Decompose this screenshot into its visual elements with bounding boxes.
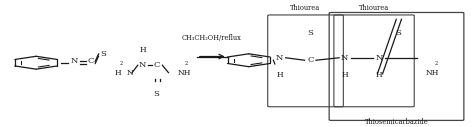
Text: S: S [154, 90, 160, 98]
Text: Thiourea: Thiourea [359, 4, 389, 12]
Text: N: N [276, 54, 283, 62]
Text: C: C [87, 58, 94, 66]
Text: N: N [375, 54, 383, 62]
Text: NH: NH [177, 69, 191, 77]
Text: CH₃CH₂OH/reflux: CH₃CH₂OH/reflux [182, 34, 242, 42]
Text: H: H [276, 71, 283, 79]
Text: Thiosemicarbazide: Thiosemicarbazide [365, 118, 428, 126]
Text: S: S [395, 29, 401, 37]
Text: H: H [139, 46, 146, 54]
Text: NH: NH [426, 69, 439, 77]
Text: H: H [375, 71, 382, 79]
Text: N: N [127, 69, 133, 77]
Text: H: H [115, 69, 121, 77]
Text: 2: 2 [435, 61, 438, 66]
Text: 2: 2 [185, 61, 188, 66]
Text: N: N [139, 61, 146, 69]
Text: 2: 2 [119, 61, 123, 66]
Text: N: N [341, 54, 348, 62]
Text: S: S [100, 50, 106, 58]
Text: C: C [154, 61, 160, 69]
Text: H: H [341, 71, 348, 79]
Text: C: C [307, 56, 313, 64]
Text: S: S [307, 29, 313, 37]
Text: Thiourea: Thiourea [291, 4, 320, 12]
Text: N: N [70, 58, 78, 66]
